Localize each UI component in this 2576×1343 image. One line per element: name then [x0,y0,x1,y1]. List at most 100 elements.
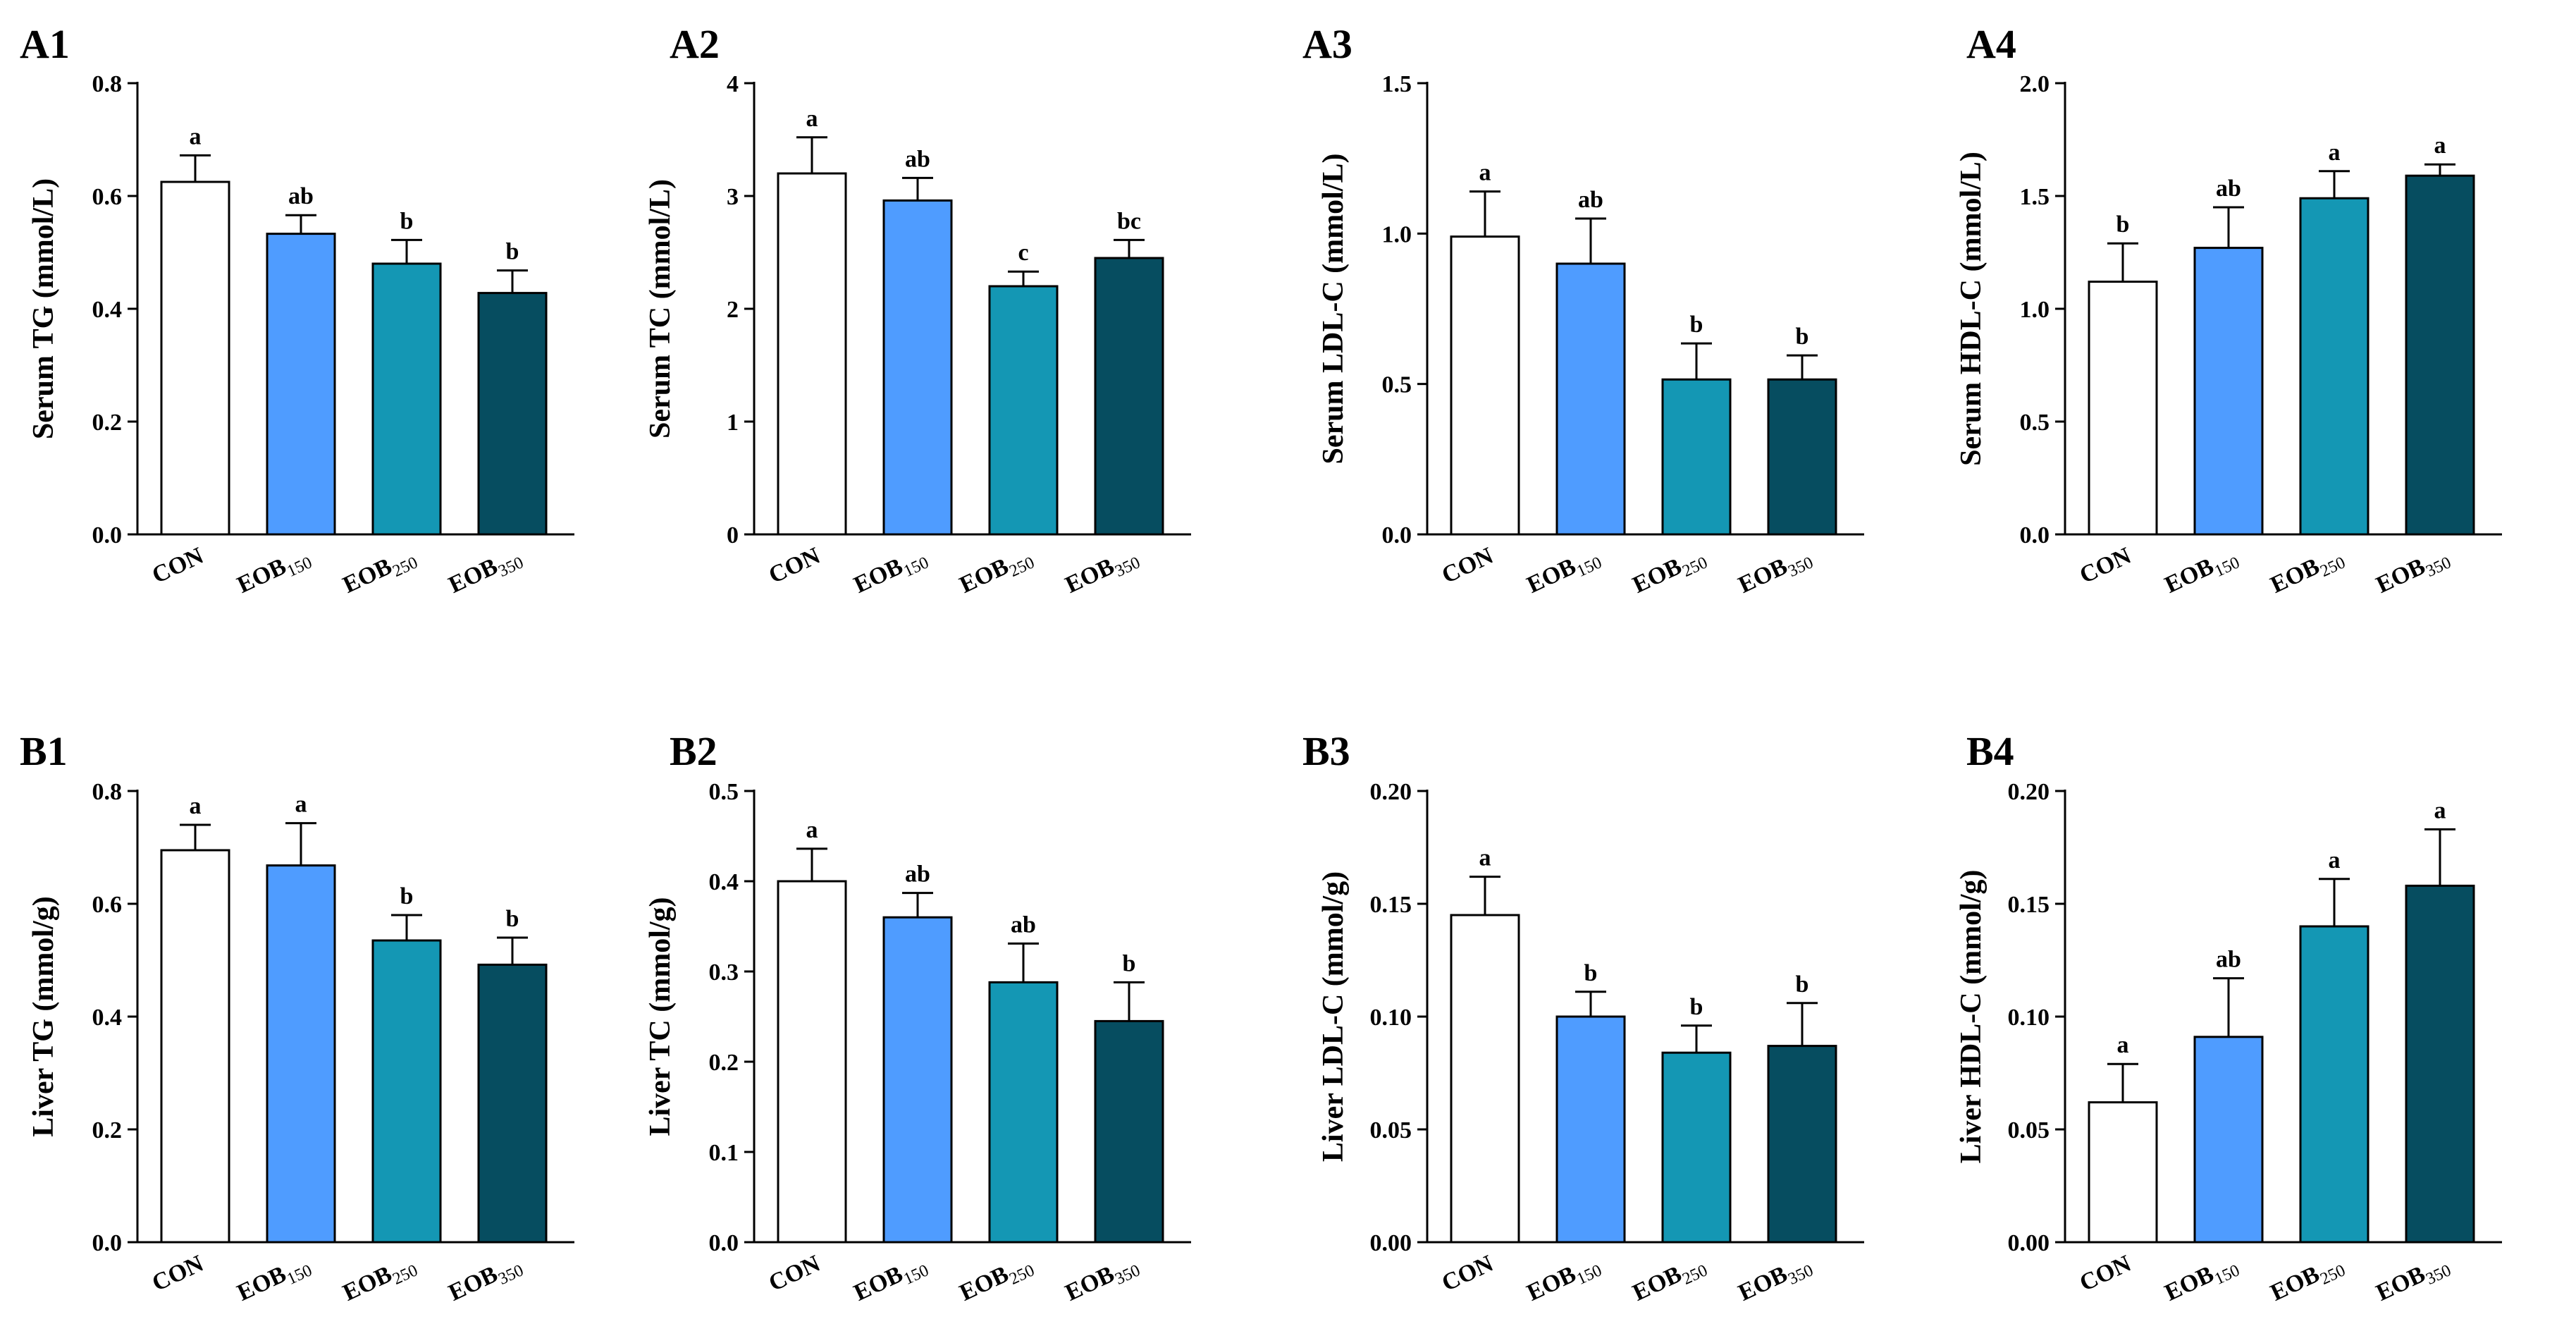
category-label: EOB350 [445,1251,526,1311]
y-axis-title: Liver TC (mmol/g) [644,897,677,1136]
bar-con [160,849,230,1244]
bar-eob150 [2193,1036,2264,1244]
y-tick-label: 0.10 [2008,1005,2050,1031]
category-label: EOB150 [2161,1251,2243,1311]
significance-letter: ab [2216,947,2241,973]
bar-eob250 [1661,378,1732,536]
category-label: EOB250 [2267,543,2348,603]
significance-letter: ab [1011,912,1036,938]
category-label: CON [2076,1251,2136,1297]
bar-con [1450,914,1520,1244]
significance-letter: a [2329,140,2341,166]
y-tick-label: 0.05 [2008,1117,2050,1143]
significance-letter: b [1584,960,1598,986]
bar-eob250 [2299,925,2369,1244]
y-tick-label: 0.0 [92,1230,123,1256]
panel-a1: A1 Serum TG (mmol/L) 0.0 0.2 0.4 0.6 0.8 a CON ab… [20,21,574,603]
y-tick-label: 0.00 [1370,1230,1412,1256]
category-label: EOB150 [233,543,315,603]
significance-letter: b [506,239,519,265]
significance-letter: b [400,208,414,234]
y-tick-label: 0.20 [2008,779,2050,805]
bar-eob250 [988,285,1059,536]
category-label: EOB250 [956,1251,1037,1311]
significance-letter: b [1796,324,1809,350]
y-axis-title: Serum HDL-C (mmol/L) [1955,152,1988,466]
category-label: CON [148,543,208,589]
bar-eob350 [2405,884,2475,1244]
bar-con [160,180,230,536]
category-label: EOB250 [2267,1251,2348,1311]
bar-eob250 [988,981,1059,1244]
y-tick-label: 0.00 [2008,1230,2050,1256]
y-tick-label: 0.4 [92,297,123,323]
y-axis-title: Liver HDL-C (mmol/g) [1955,870,1988,1164]
bar-con [1450,235,1520,536]
significance-letter: a [295,792,307,818]
panel-label: A2 [670,21,720,67]
bar-con [777,172,847,536]
y-tick-label: 0.3 [709,959,739,986]
significance-letter: b [1796,971,1809,998]
category-label: EOB250 [339,543,421,603]
bar-con [2088,281,2158,536]
bar-eob150 [266,233,336,536]
y-tick-label: 0.5 [709,779,739,805]
panel-label: B4 [1966,728,2014,774]
bar-eob150 [1555,1015,1626,1244]
significance-letter: b [2116,211,2130,238]
category-label: EOB350 [2372,543,2454,603]
category-label: CON [765,1251,825,1297]
significance-letter: a [2117,1032,2129,1058]
category-label: EOB350 [1734,543,1816,603]
y-tick-label: 0 [727,522,739,548]
y-tick-label: 0.0 [709,1230,739,1256]
y-tick-label: 0.20 [1370,779,1412,805]
bar-eob150 [2193,247,2264,536]
bar-eob250 [1661,1051,1732,1244]
significance-letter: a [806,106,818,132]
panel-label: B2 [670,728,717,774]
y-tick-label: 0.5 [1382,372,1412,398]
panel-label: A3 [1302,21,1352,67]
bar-eob250 [371,262,442,536]
y-tick-label: 0.15 [2008,892,2050,918]
y-tick-label: 4 [727,71,739,97]
bar-eob150 [882,199,953,536]
category-label: EOB250 [1629,1251,1711,1311]
significance-letter: a [2434,797,2446,823]
panel-a2: A2 Serum TC (mmol/L) 0 1 2 3 4 a CON ab EOB150 c EOB… [644,21,1191,603]
y-tick-label: 0.8 [92,779,123,805]
bar-eob350 [1767,378,1837,536]
significance-letter: b [1690,312,1703,338]
y-axis-title: Liver LDL-C (mmol/g) [1317,871,1350,1162]
category-label: EOB150 [2161,543,2243,603]
panel-b3: B3 Liver LDL-C (mmol/g) 0.00 0.05 0.10 0.15 0.… [1302,728,1864,1311]
significance-letter: b [400,883,414,909]
y-tick-label: 2 [727,297,739,323]
category-label: EOB150 [1523,543,1605,603]
significance-letter: c [1018,240,1028,266]
y-tick-label: 0.10 [1370,1005,1412,1031]
y-tick-label: 1.0 [2020,297,2050,323]
bar-con [2088,1101,2158,1244]
y-tick-label: 0.0 [1382,522,1412,548]
y-tick-label: 2.0 [2020,71,2050,97]
panel-a4: A4 Serum HDL-C (mmol/L) 0.0 0.5 1.0 1.5 2.0 b CO… [1955,21,2502,603]
significance-letter: a [1479,160,1491,186]
category-label: EOB350 [1061,1251,1143,1311]
bar-eob350 [477,963,548,1244]
category-label: EOB350 [1734,1251,1816,1311]
category-label: CON [2076,543,2136,589]
y-tick-label: 0.15 [1370,892,1412,918]
category-label: EOB350 [445,543,526,603]
bar-con [777,880,847,1244]
category-label: EOB250 [956,543,1037,603]
y-tick-label: 0.05 [1370,1117,1412,1143]
bar-eob350 [2405,174,2475,536]
category-label: CON [1438,543,1498,589]
significance-letter: ab [288,183,314,209]
bar-eob350 [1094,257,1164,536]
y-tick-label: 0.4 [709,869,739,895]
